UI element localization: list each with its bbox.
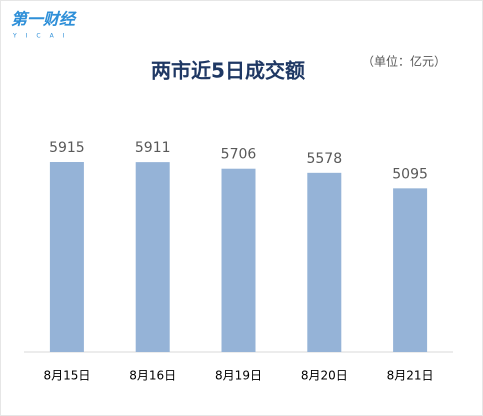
data-label: 5578 [306,151,342,167]
logo: 第一财经 [11,10,77,29]
data-label: 5911 [135,140,171,156]
bar [135,162,170,352]
chart-title: 两市近5日成交额 [151,59,305,83]
x-tick-label: 8月16日 [129,369,176,383]
x-tick-label: 8月20日 [301,369,348,383]
bar [307,172,342,352]
data-label: 5095 [392,166,428,182]
bar [221,168,256,352]
bar [393,188,428,352]
data-label: 5706 [221,147,257,163]
bar [49,162,84,352]
unit-label: （单位：亿元） [362,54,446,69]
data-label: 5915 [49,140,85,156]
x-tick-label: 8月21日 [387,369,434,383]
logo-subtext: YICAI [12,33,74,40]
x-tick-label: 8月15日 [43,369,90,383]
x-tick-label: 8月19日 [215,369,262,383]
